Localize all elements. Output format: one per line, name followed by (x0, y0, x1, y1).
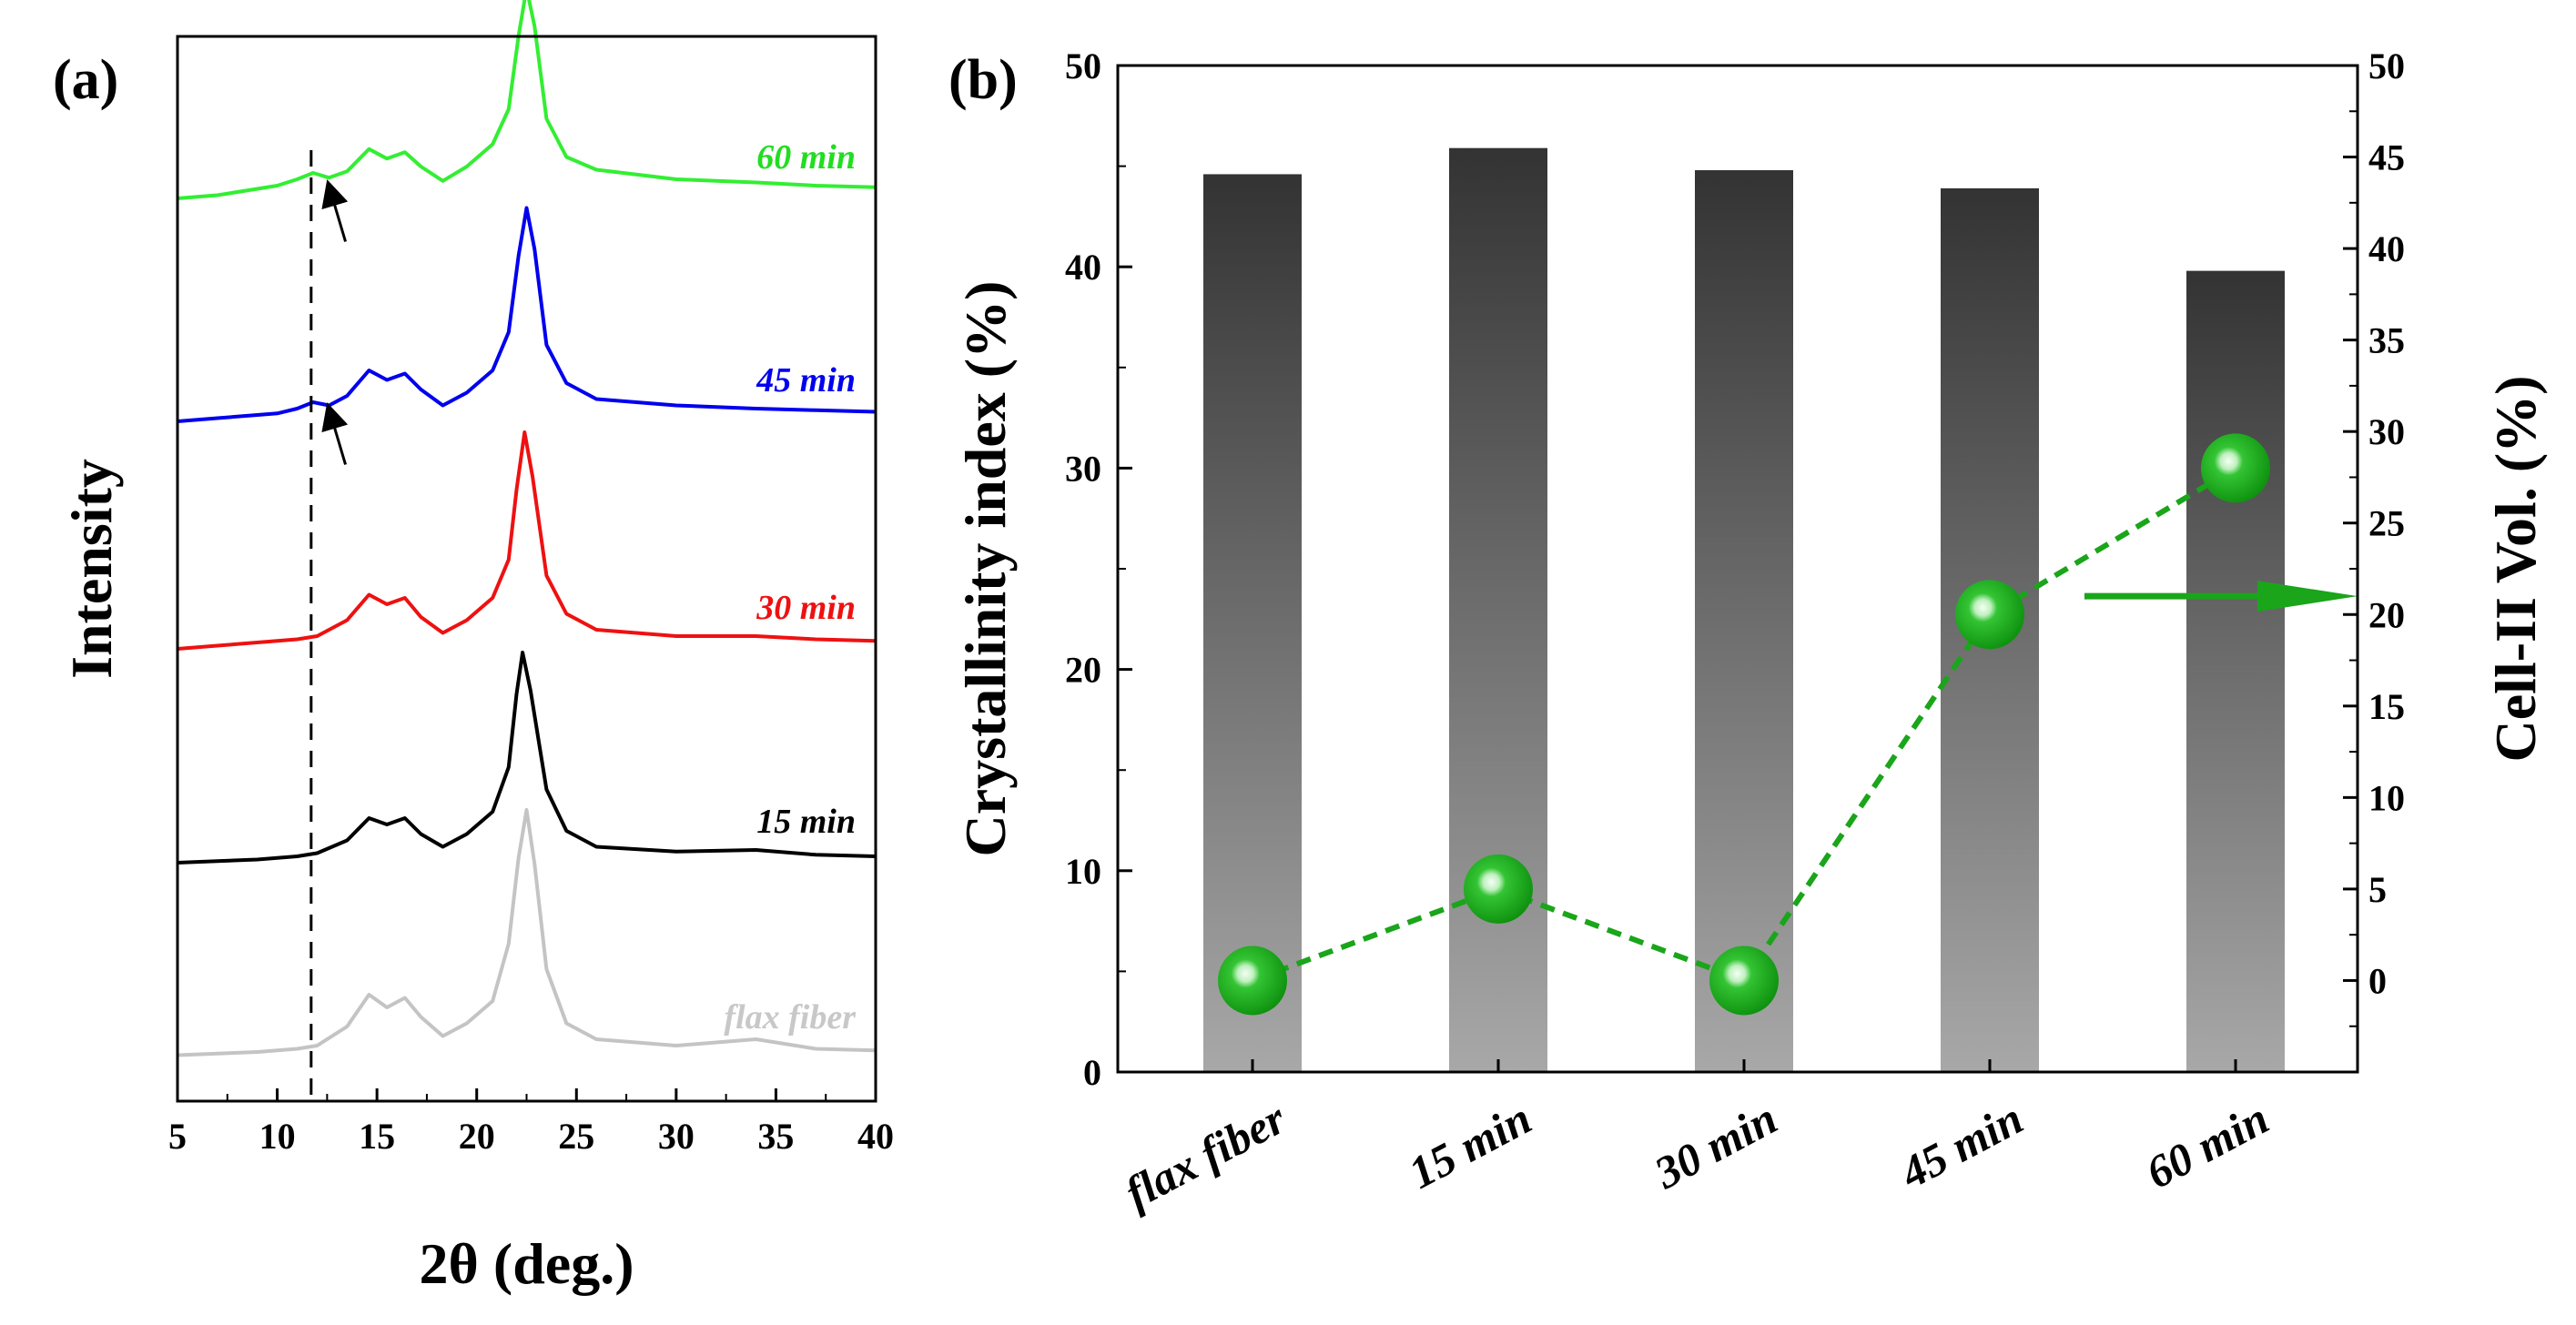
y-tick-label: 50 (1065, 46, 1101, 86)
cell-ii-marker-15-min (1464, 854, 1533, 924)
cell-ii-marker-30-min (1709, 946, 1779, 1016)
shoulder-arrows (321, 179, 349, 465)
y-tick-label: 10 (1065, 851, 1101, 892)
x-tick-label: 5 (168, 1116, 187, 1157)
cell-ii-markers (1218, 433, 2270, 1016)
x-tick-label: 40 (857, 1116, 894, 1157)
y2-tick-label: 35 (2368, 320, 2405, 361)
panel-b-right-y-ticks: 0 5 10 15 20 25 30 35 40 45 50 (2343, 46, 2405, 1027)
curve-label-45-min: 45 min (756, 361, 856, 400)
right-axis-arrow (2084, 581, 2358, 612)
panel-a-x-axis-title: 2θ (deg.) (419, 1231, 634, 1296)
panel-b-label: (b) (948, 49, 1018, 111)
bar-60-min (2186, 270, 2285, 1072)
y-tick-label: 0 (1083, 1052, 1101, 1093)
curve-label-15-min: 15 min (756, 803, 856, 841)
panel-b-y2-axis-title: Cell-II Vol. (%) (2483, 376, 2548, 763)
y2-tick-label: 40 (2368, 228, 2405, 269)
bar-15-min (1449, 147, 1547, 1072)
xrd-curve-45-min (177, 206, 877, 423)
bar-30-min (1695, 170, 1793, 1073)
panel-a-x-ticks: 5 10 15 20 25 30 35 40 (168, 1088, 894, 1157)
y2-tick-label: 10 (2368, 777, 2405, 818)
panel-a-xrd: (a) 60 min 45 min 30 min 15 min flax fiber 5… (53, 0, 894, 1296)
y2-tick-label: 25 (2368, 503, 2405, 544)
y2-tick-label: 50 (2368, 46, 2405, 86)
panel-b-left-y-ticks: 0 10 20 30 40 50 (1065, 46, 1132, 1093)
curve-labels: 60 min 45 min 30 min 15 min flax fiber (724, 138, 857, 1037)
panel-b-crystallinity: (b) 0 10 20 30 40 50 0 5 10 15 20 25 30 35 40 45 50 fla… (948, 46, 2548, 1219)
panel-a-y-axis-title: Intensity (59, 459, 124, 679)
xrd-curve-15-min (177, 651, 877, 865)
shoulder-arrow-60-min (321, 179, 349, 242)
panel-a-label: (a) (53, 49, 118, 111)
curve-label-60-min: 60 min (756, 138, 856, 177)
curve-label-30-min: 30 min (756, 589, 856, 627)
xrd-curve-30-min (177, 430, 877, 651)
y2-tick-label: 0 (2368, 960, 2387, 1001)
xrd-curve-60-min (177, 0, 877, 200)
xrd-curves (177, 0, 877, 1057)
x-tick-label: 35 (757, 1116, 794, 1157)
category-label: 15 min (1401, 1092, 1540, 1199)
x-tick-label: 15 (359, 1116, 395, 1157)
panel-a-plot-frame (176, 35, 877, 1103)
category-label: 60 min (2138, 1092, 2277, 1199)
shoulder-arrow-45-min (321, 402, 349, 465)
y-tick-label: 40 (1065, 247, 1101, 288)
y-tick-label: 20 (1065, 650, 1101, 691)
arrow-head (2257, 581, 2358, 612)
cell-ii-marker-60-min (2201, 433, 2270, 503)
x-tick-label: 30 (658, 1116, 695, 1157)
category-label: 45 min (1891, 1092, 2032, 1199)
y2-tick-label: 20 (2368, 594, 2405, 635)
panel-b-y-axis-title: Crystallinity index (%) (953, 281, 1018, 857)
category-label: 30 min (1646, 1092, 1786, 1199)
y2-tick-label: 30 (2368, 411, 2405, 452)
panel-b-category-labels: flax fiber 15 min 30 min 45 min 60 min (1117, 1059, 2277, 1219)
bar-flax-fiber (1203, 174, 1302, 1072)
cell-ii-marker-45-min (1955, 580, 2024, 650)
y2-tick-label: 45 (2368, 137, 2405, 178)
y2-tick-label: 5 (2368, 869, 2387, 910)
xrd-curve-flax-fiber (177, 808, 877, 1057)
crystallinity-bars (1203, 147, 2285, 1073)
y-tick-label: 30 (1065, 448, 1101, 489)
x-tick-label: 20 (459, 1116, 495, 1157)
x-tick-label: 25 (558, 1116, 594, 1157)
y2-tick-label: 15 (2368, 686, 2405, 727)
cell-ii-marker-flax-fiber (1218, 946, 1287, 1016)
curve-label-flax-fiber: flax fiber (724, 998, 857, 1037)
x-tick-label: 10 (259, 1116, 296, 1157)
category-label: flax fiber (1117, 1092, 1294, 1219)
